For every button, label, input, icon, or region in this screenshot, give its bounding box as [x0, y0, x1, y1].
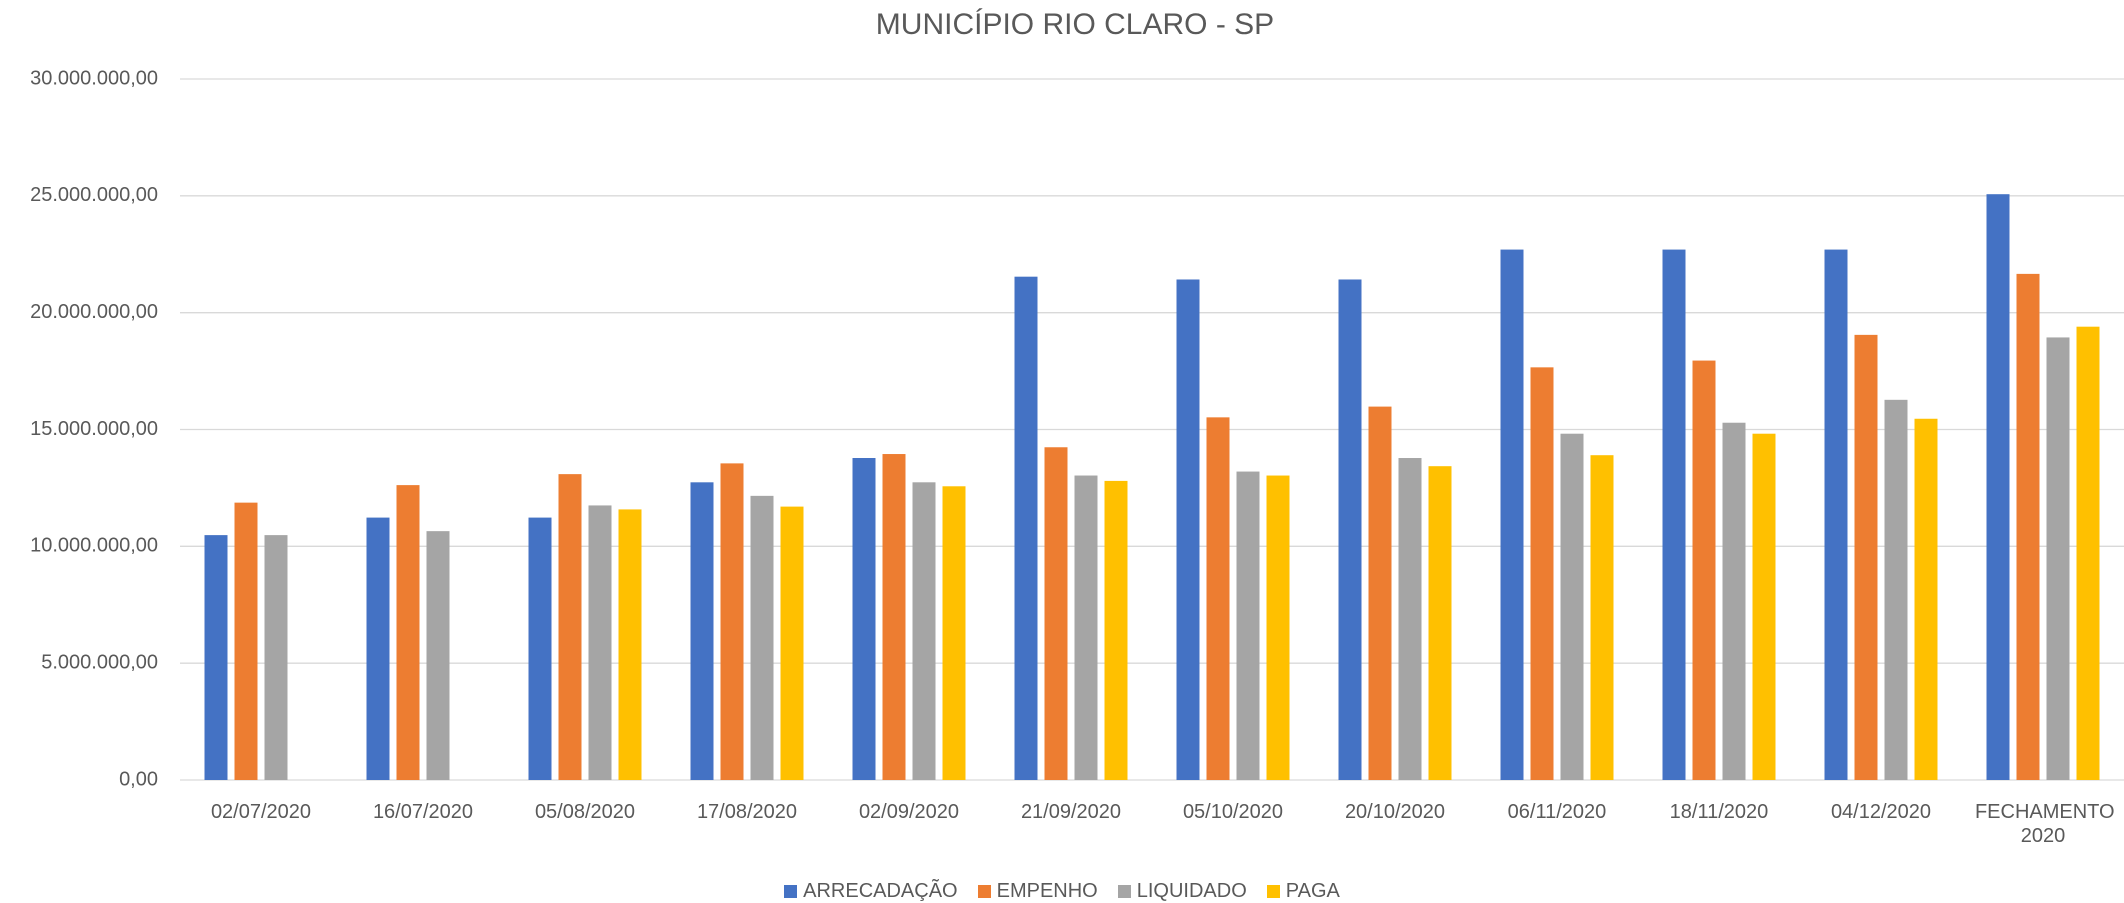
x-tick-label: 04/12/2020	[1830, 801, 1932, 823]
legend-swatch	[1266, 884, 1280, 898]
bar	[426, 531, 450, 780]
x-tick-label: 02/07/2020	[210, 801, 312, 823]
bar	[852, 458, 876, 780]
bar	[366, 517, 390, 780]
y-tick-label: 15.000.000,00	[30, 418, 158, 440]
bar	[558, 474, 582, 780]
x-tick-label: FECHAMENTO 2020	[1974, 801, 2115, 847]
x-tick-label: 06/11/2020	[1507, 801, 1607, 823]
legend-label: EMPENHO	[996, 880, 1098, 902]
bar	[1914, 418, 1938, 780]
bar	[528, 517, 552, 780]
bar	[1368, 406, 1392, 780]
legend: ARRECADAÇÃO EMPENHO LIQUIDADO PAGA	[0, 880, 2124, 902]
bar	[2046, 337, 2070, 780]
bar	[750, 495, 774, 780]
bar	[1590, 455, 1614, 780]
x-tick-label: 18/11/2020	[1669, 801, 1769, 823]
x-tick-label: 02/09/2020	[858, 801, 960, 823]
x-tick-label: 17/08/2020	[696, 801, 798, 823]
bar	[720, 463, 744, 780]
bar	[1398, 458, 1422, 780]
x-tick-label: 05/10/2020	[1182, 801, 1284, 823]
y-tick-label: 5.000.000,00	[41, 651, 158, 673]
legend-label: LIQUIDADO	[1136, 880, 1247, 902]
bar	[2016, 273, 2040, 780]
bar	[396, 485, 420, 780]
x-tick-label: 05/08/2020	[534, 801, 636, 823]
bar	[1176, 279, 1200, 780]
legend-swatch	[784, 884, 798, 898]
x-tick-label: 21/09/2020	[1020, 801, 1122, 823]
legend-swatch	[977, 884, 991, 898]
bar	[1662, 249, 1686, 780]
bar	[1044, 447, 1068, 780]
bar	[1986, 194, 2010, 781]
legend-swatch	[1117, 884, 1131, 898]
legend-label: ARRECADAÇÃO	[803, 880, 958, 902]
bar	[1560, 433, 1584, 780]
bar	[264, 535, 288, 780]
y-tick-label: 0,00	[119, 768, 158, 790]
y-tick-label: 10.000.000,00	[30, 535, 158, 557]
bar	[1854, 334, 1878, 780]
bar	[780, 506, 804, 780]
bar	[1692, 360, 1716, 780]
bar	[1824, 249, 1848, 780]
legend-item: PAGA	[1266, 880, 1340, 902]
chart-title: MUNICÍPIO RIO CLARO - SP	[876, 8, 1274, 41]
bar	[690, 482, 714, 780]
bar	[1500, 249, 1524, 780]
x-tick-label: 16/07/2020	[372, 801, 474, 823]
bar	[234, 502, 258, 780]
bar	[1722, 422, 1746, 780]
legend-item: EMPENHO	[977, 880, 1098, 902]
bar	[1014, 276, 1038, 780]
bar	[1206, 417, 1230, 780]
bar	[1074, 475, 1098, 780]
bar	[1752, 433, 1776, 780]
bar	[618, 509, 642, 780]
bar	[912, 482, 936, 780]
legend-item: LIQUIDADO	[1117, 880, 1247, 902]
legend-item: ARRECADAÇÃO	[784, 880, 958, 902]
bar	[1338, 279, 1362, 780]
bar	[882, 454, 906, 780]
bar	[942, 486, 966, 780]
bar	[1266, 475, 1290, 780]
bar	[1104, 480, 1128, 780]
bar	[1530, 367, 1554, 780]
bar	[2076, 326, 2100, 780]
bar	[1884, 399, 1908, 780]
y-tick-label: 25.000.000,00	[30, 184, 158, 206]
bar	[204, 535, 228, 780]
y-tick-label: 30.000.000,00	[30, 67, 158, 89]
x-tick-label: 20/10/2020	[1344, 801, 1446, 823]
y-tick-label: 20.000.000,00	[30, 301, 158, 323]
bar	[1236, 471, 1260, 780]
bar	[1428, 466, 1452, 780]
legend-label: PAGA	[1285, 880, 1340, 902]
bar	[588, 505, 612, 780]
